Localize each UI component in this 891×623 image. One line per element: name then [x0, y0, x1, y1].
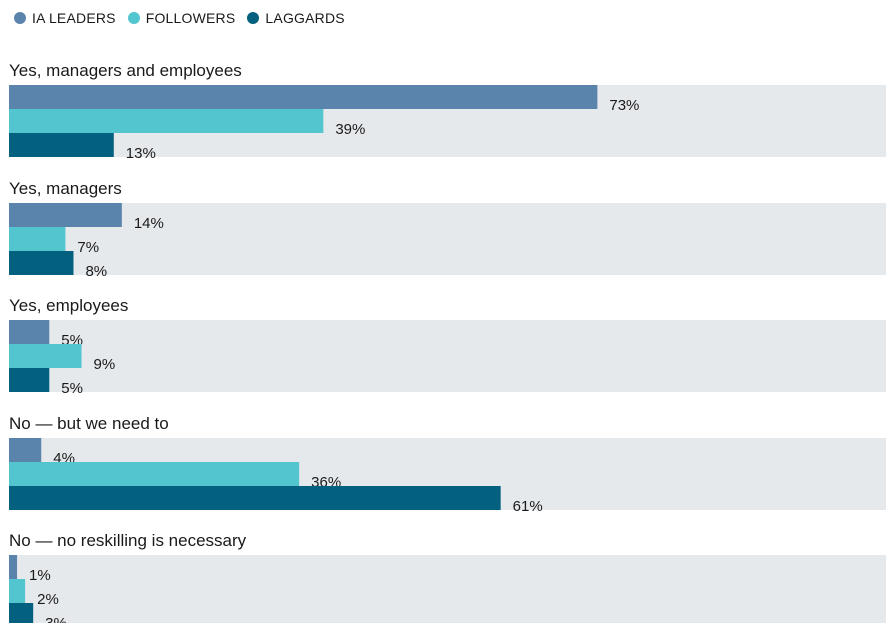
- data-label: 73%: [609, 97, 639, 114]
- data-label: 8%: [85, 263, 107, 280]
- data-label: 1%: [29, 567, 51, 584]
- category-label: Yes, managers and employees: [9, 61, 242, 80]
- bar: [9, 368, 50, 392]
- legend-label: FOLLOWERS: [145, 10, 236, 26]
- category-label: No — no reskilling is necessary: [9, 531, 247, 550]
- category-band: [9, 555, 886, 623]
- data-label: 61%: [513, 498, 543, 515]
- bar: [9, 486, 501, 510]
- bar: [9, 109, 324, 133]
- legend-swatch: [247, 12, 260, 24]
- legend: IA LEADERS FOLLOWERS LAGGARDS: [14, 8, 357, 28]
- bar: [9, 462, 300, 486]
- bar: [9, 133, 114, 157]
- legend-item-laggards: LAGGARDS: [247, 10, 345, 26]
- data-label: 3%: [45, 615, 67, 623]
- data-label: 39%: [335, 121, 365, 138]
- bar: [9, 344, 82, 368]
- data-label: 9%: [94, 356, 116, 373]
- bar: [9, 203, 122, 227]
- data-label: 5%: [61, 380, 83, 397]
- category-label: Yes, managers: [9, 179, 122, 198]
- legend-swatch: [127, 12, 140, 24]
- bar: [9, 227, 66, 251]
- bar: [9, 320, 50, 344]
- legend-label: LAGGARDS: [265, 10, 345, 26]
- legend-item-followers: FOLLOWERS: [127, 10, 236, 26]
- category-label: Yes, employees: [9, 296, 128, 315]
- category-label: No — but we need to: [9, 414, 169, 433]
- bar: [9, 251, 74, 275]
- bar: [9, 85, 598, 109]
- category-band: [9, 203, 886, 275]
- legend-item-ia-leaders: IA LEADERS: [14, 10, 116, 26]
- legend-swatch: [14, 12, 26, 24]
- data-label: 7%: [77, 239, 99, 256]
- data-label: 14%: [134, 215, 164, 232]
- data-label: 2%: [37, 591, 59, 608]
- bar: [9, 438, 42, 462]
- bar: [9, 579, 26, 603]
- bar: [9, 603, 34, 623]
- category-band: [9, 320, 886, 392]
- bar: [9, 555, 18, 579]
- data-label: 13%: [126, 145, 156, 162]
- legend-label: IA LEADERS: [32, 10, 116, 26]
